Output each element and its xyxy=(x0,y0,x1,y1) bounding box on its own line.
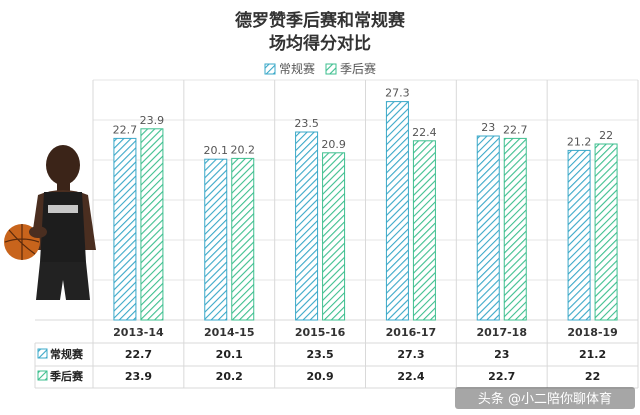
bar-playoff-2017-18 xyxy=(503,137,527,321)
data-label-regular-2014-15: 20.1 xyxy=(204,144,229,157)
x-axis-categories: 2013-14 2014-15 2015-16 2016-17 2017-18 2018-… xyxy=(113,326,618,339)
legend-swatch-playoff xyxy=(325,63,337,75)
data-label-regular-2016-17: 27.3 xyxy=(385,87,410,100)
data-label-regular-2018-19: 21.2 xyxy=(567,135,592,148)
data-label-regular-2017-18: 23 xyxy=(481,121,495,134)
data-label-playoff-2015-16: 20.9 xyxy=(321,138,346,151)
bar-playoff-2018-19 xyxy=(594,143,618,321)
table-key-playoff xyxy=(37,370,48,381)
bar-regular-2017-18 xyxy=(476,135,500,321)
bar-regular-2016-17 xyxy=(385,101,409,321)
bar-regular-2013-14 xyxy=(113,137,137,321)
table-cell-playoff-2014-15: 20.2 xyxy=(216,370,243,383)
bar-regular-2015-16 xyxy=(295,131,319,321)
chart-title-line-2: 场均得分对比 xyxy=(269,33,371,54)
data-label-regular-2013-14: 22.7 xyxy=(113,123,138,136)
data-label-playoff-2013-14: 23.9 xyxy=(140,114,165,127)
table-cell-regular-2014-15: 20.1 xyxy=(216,348,243,361)
table-cell-regular-2016-17: 27.3 xyxy=(397,348,424,361)
legend-label-playoff: 季后赛 xyxy=(340,61,376,76)
table-cell-playoff-2013-14: 23.9 xyxy=(125,370,152,383)
table-key-regular xyxy=(37,348,48,359)
legend-swatch-regular xyxy=(264,63,276,75)
value-labels: 22.723.920.1 20.223.520.927.322.4 23 22.721… xyxy=(113,87,613,158)
chart-title-line-1: 德罗赞季后赛和常规赛 xyxy=(235,10,406,31)
bar-playoff-2014-15 xyxy=(231,157,255,321)
table-cell-regular-2017-18: 23 xyxy=(494,348,509,361)
table-row-label-playoff: 季后赛 xyxy=(49,369,84,383)
watermark: 头条 @小二陪你聊体育 xyxy=(455,387,635,409)
category-label-2015-16: 2015-16 xyxy=(295,326,346,339)
legend-label-regular: 常规赛 xyxy=(279,61,315,76)
bar-regular-2018-19 xyxy=(567,149,591,321)
table-row-label-regular: 常规赛 xyxy=(50,347,84,361)
table-cell-playoff-2017-18: 22.7 xyxy=(488,370,515,383)
table-cell-regular-2013-14: 22.7 xyxy=(125,348,152,361)
category-label-2014-15: 2014-15 xyxy=(204,326,255,339)
data-label-playoff-2018-19: 22 xyxy=(599,129,613,142)
data-label-regular-2015-16: 23.5 xyxy=(294,117,319,130)
player-photo xyxy=(4,145,96,300)
bar-regular-2014-15 xyxy=(204,158,228,321)
data-table: 常规赛 季后赛 22.7 23.9 20.1 20.2 23.5 20.9 27.3 22.4… xyxy=(37,347,606,383)
table-cell-regular-2015-16: 23.5 xyxy=(307,348,334,361)
watermark-text: 头条 @小二陪你聊体育 xyxy=(478,391,612,407)
bar-playoff-2015-16 xyxy=(322,152,346,321)
table-cell-playoff-2016-17: 22.4 xyxy=(397,370,424,383)
bar-series xyxy=(113,101,618,321)
category-label-2017-18: 2017-18 xyxy=(477,326,528,339)
table-cell-playoff-2018-19: 22 xyxy=(585,370,600,383)
bar-playoff-2013-14 xyxy=(140,128,164,321)
data-label-playoff-2016-17: 22.4 xyxy=(412,126,437,139)
category-label-2016-17: 2016-17 xyxy=(386,326,437,339)
bar-playoff-2016-17 xyxy=(412,140,436,321)
category-label-2013-14: 2013-14 xyxy=(113,326,164,339)
data-label-playoff-2014-15: 20.2 xyxy=(231,143,256,156)
legend: 常规赛 季后赛 xyxy=(264,61,376,76)
table-cell-playoff-2015-16: 20.9 xyxy=(307,370,334,383)
category-label-2018-19: 2018-19 xyxy=(567,326,618,339)
data-label-playoff-2017-18: 22.7 xyxy=(503,123,528,136)
plot-grid xyxy=(34,79,639,389)
table-cell-regular-2018-19: 21.2 xyxy=(579,348,606,361)
